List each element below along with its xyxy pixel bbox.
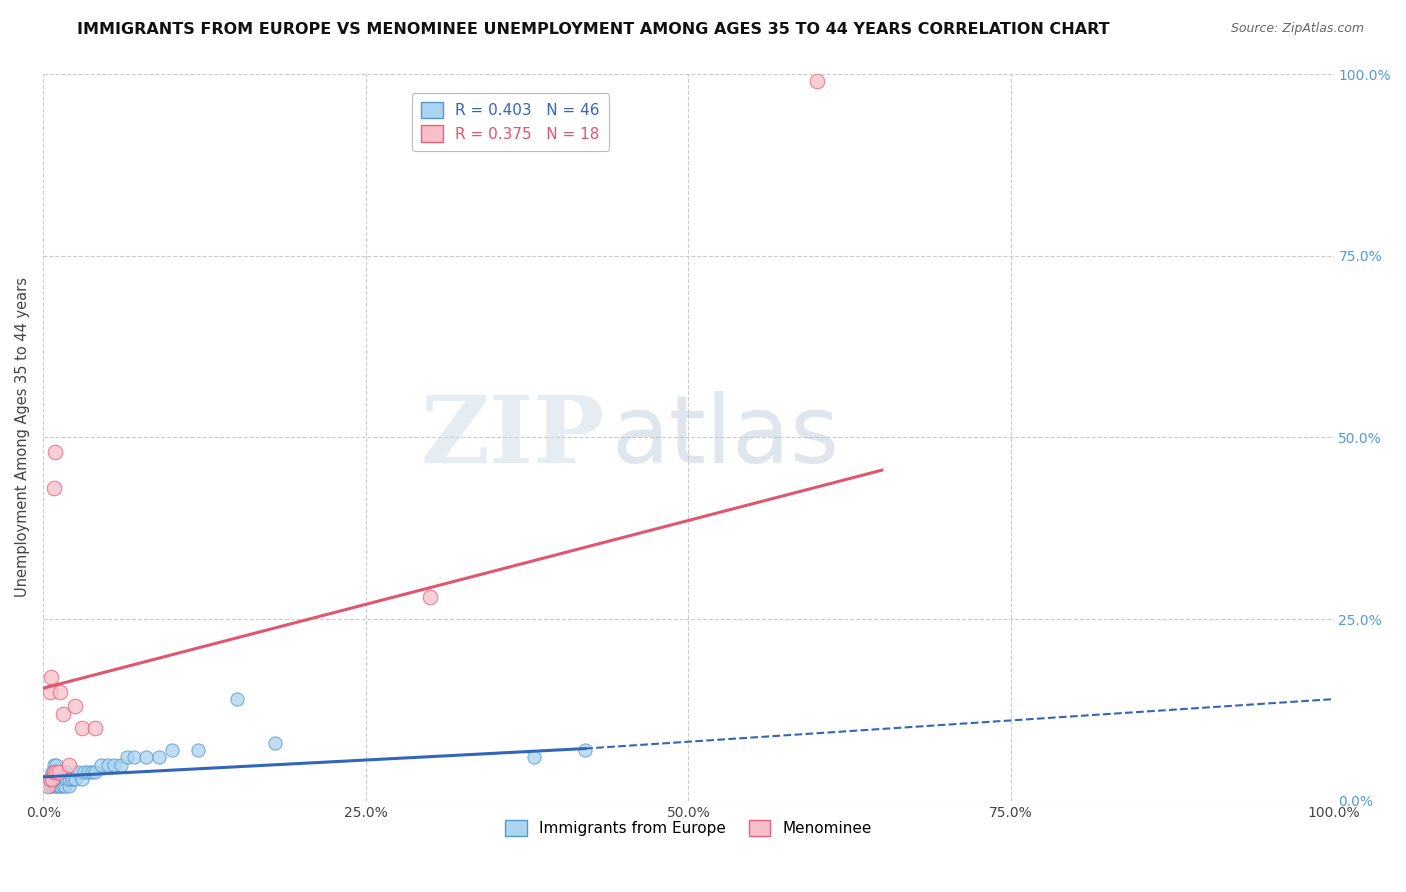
Point — [51, 780, 73, 794]
Point — [48, 772, 70, 786]
Point — [52, 772, 75, 786]
Point — [44, 445, 66, 459]
Point — [82, 764, 104, 779]
Point — [42, 772, 65, 786]
Point — [419, 591, 441, 605]
Point — [97, 757, 120, 772]
Point — [60, 772, 83, 786]
Point — [70, 772, 93, 786]
Point — [122, 750, 145, 764]
Point — [38, 772, 60, 786]
Point — [51, 772, 73, 786]
Point — [806, 74, 828, 88]
Point — [67, 764, 90, 779]
Point — [44, 764, 66, 779]
Point — [38, 780, 60, 794]
Point — [45, 764, 67, 779]
Point — [55, 772, 77, 786]
Point — [39, 670, 62, 684]
Point — [49, 764, 72, 779]
Point — [45, 757, 67, 772]
Text: IMMIGRANTS FROM EUROPE VS MENOMINEE UNEMPLOYMENT AMONG AGES 35 TO 44 YEARS CORRE: IMMIGRANTS FROM EUROPE VS MENOMINEE UNEM… — [77, 22, 1109, 37]
Point — [70, 721, 93, 735]
Point — [38, 685, 60, 699]
Text: Source: ZipAtlas.com: Source: ZipAtlas.com — [1230, 22, 1364, 36]
Point — [187, 743, 209, 757]
Point — [45, 764, 67, 779]
Point — [51, 706, 73, 721]
Point — [55, 764, 77, 779]
Point — [58, 780, 80, 794]
Point — [110, 757, 132, 772]
Point — [49, 685, 72, 699]
Point — [225, 692, 247, 706]
Point — [42, 757, 65, 772]
Point — [77, 764, 100, 779]
Point — [44, 780, 66, 794]
Point — [53, 780, 76, 794]
Point — [58, 757, 80, 772]
Point — [574, 743, 596, 757]
Point — [83, 721, 105, 735]
Legend: Immigrants from Europe, Menominee: Immigrants from Europe, Menominee — [498, 813, 879, 844]
Point — [49, 780, 72, 794]
Point — [42, 481, 65, 495]
Point — [37, 780, 59, 794]
Point — [115, 750, 138, 764]
Point — [45, 772, 67, 786]
Point — [48, 764, 70, 779]
Point — [83, 764, 105, 779]
Point — [45, 780, 67, 794]
Point — [73, 764, 96, 779]
Point — [148, 750, 170, 764]
Point — [103, 757, 125, 772]
Point — [65, 772, 87, 786]
Point — [41, 780, 63, 794]
Text: ZIP: ZIP — [420, 392, 605, 483]
Point — [90, 757, 112, 772]
Point — [42, 764, 65, 779]
Point — [160, 743, 183, 757]
Point — [38, 772, 60, 786]
Point — [264, 736, 287, 750]
Y-axis label: Unemployment Among Ages 35 to 44 years: Unemployment Among Ages 35 to 44 years — [15, 277, 30, 598]
Point — [135, 750, 157, 764]
Point — [41, 764, 63, 779]
Point — [41, 772, 63, 786]
Point — [48, 780, 70, 794]
Text: atlas: atlas — [612, 392, 839, 483]
Point — [65, 699, 87, 714]
Point — [58, 772, 80, 786]
Point — [522, 750, 544, 764]
